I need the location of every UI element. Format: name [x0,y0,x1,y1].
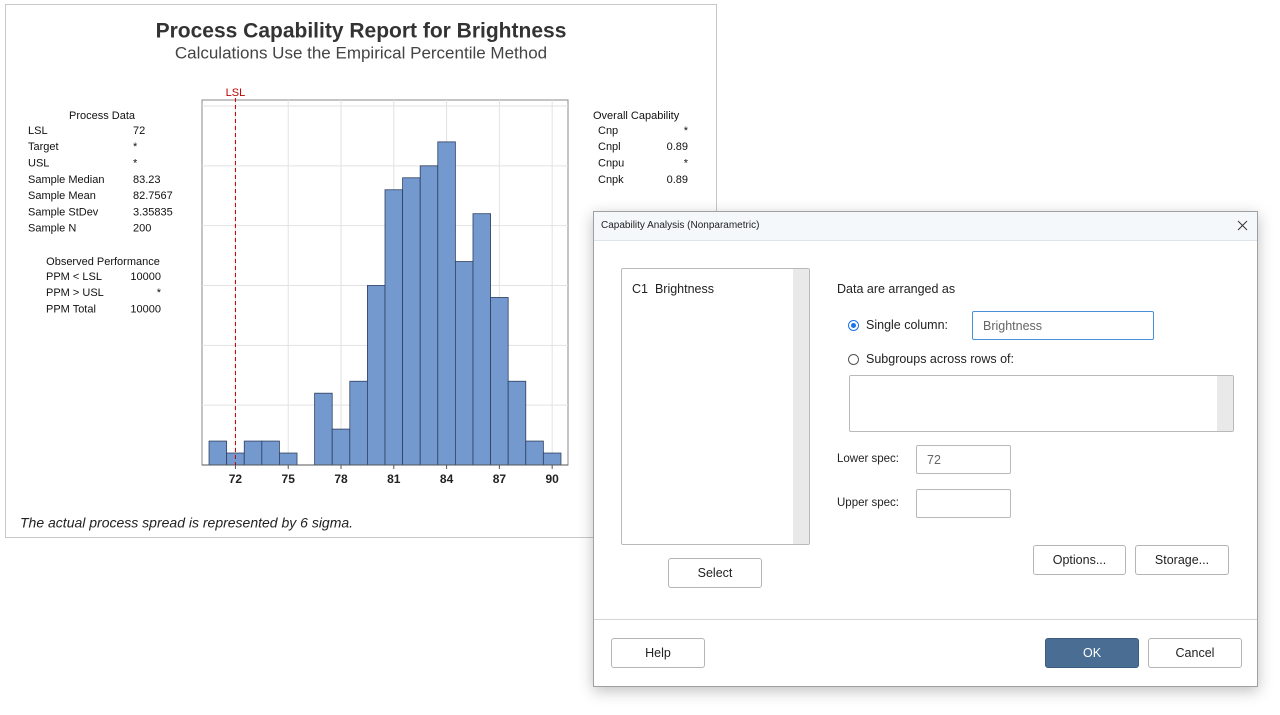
x-tick-label: 75 [282,472,296,486]
bar [542,452,562,466]
bar [419,165,439,466]
bar [384,189,403,466]
row-value: 3.35835 [133,206,173,218]
footnote: The actual process spread is represented… [20,515,353,531]
radio-single[interactable] [848,320,859,331]
bar [490,297,509,466]
label: Single column: [866,318,948,332]
lower-spec-input[interactable]: 72 [916,445,1011,474]
scrollbar[interactable] [1217,376,1233,431]
bar [402,177,421,466]
bar [331,428,351,466]
title-bar [594,212,1257,241]
row-label: Cnpu [598,158,624,170]
x-tick-label: 72 [229,472,243,486]
subgroups-input[interactable] [849,375,1234,432]
label: Subgroups across rows of: [866,352,1014,366]
reference-label: LSL [226,87,246,99]
row-value: 82.7567 [133,190,173,202]
x-tick-label: 84 [440,472,454,486]
row-value: 200 [133,223,151,235]
section-heading: Observed Performance [46,256,160,268]
dialog-title: Capability Analysis (Nonparametric) [601,220,760,231]
row-label: PPM > USL [46,287,104,299]
row-label: Cnpk [598,174,624,186]
row-label: Sample StDev [28,206,99,218]
report-title: Process Capability Report for Brightness [156,20,567,43]
x-tick-label: 87 [493,472,507,486]
bar [314,392,333,466]
label: Lower spec: [837,453,900,465]
row-label: Cnpl [598,141,621,153]
radio-subgroups[interactable] [848,354,859,365]
bar [349,380,368,466]
bar [454,261,474,466]
row-value: 83.23 [133,174,161,186]
select-button[interactable]: Select [668,558,762,588]
row-value: 0.89 [667,174,688,186]
row-label: LSL [28,125,48,137]
bar [472,213,491,466]
column-list: C1 Brightness [621,268,810,545]
bar [279,452,298,466]
scrollbar[interactable] [793,269,809,544]
column-id: C1 [632,282,648,296]
label: Upper spec: [837,497,900,509]
cancel-button[interactable]: Cancel [1148,638,1242,668]
row-label: USL [28,158,49,170]
row-value: 0.89 [667,141,688,153]
report-subtitle: Calculations Use the Empirical Percentil… [175,43,547,62]
storage-button[interactable]: Storage... [1135,545,1229,575]
label: Data are arranged as [837,282,956,296]
report: Process Capability Report for Brightness… [5,4,717,538]
row-label: PPM Total [46,304,96,316]
bar [507,380,527,466]
row-value: * [157,287,162,299]
row-value: * [133,141,138,153]
column-name: Brightness [654,282,714,296]
help-button[interactable]: Help [611,638,705,668]
bar [261,440,280,466]
bar [525,440,544,466]
upper-spec-input[interactable] [916,489,1011,518]
dialog: Capability Analysis (Nonparametric) C1 B… [593,211,1258,687]
row-value: * [133,158,138,170]
bar [437,141,456,466]
row-label: Cnp [598,125,618,137]
bar [208,440,228,466]
options-button[interactable]: Options... [1033,545,1126,575]
row-label: Target [28,141,59,153]
single-column-input[interactable]: Brightness [972,311,1154,340]
row-value: 10000 [130,271,161,283]
separator [594,619,1257,620]
row-value: * [684,125,689,137]
column-item[interactable]: C1 Brightness [632,282,714,296]
bar [367,285,386,466]
x-tick-label: 90 [545,472,559,486]
x-tick-label: 81 [387,472,401,486]
row-label: PPM < LSL [46,271,102,283]
row-label: Sample Mean [28,190,96,202]
row-value: 10000 [130,304,161,316]
section-heading: Overall Capability [593,110,680,122]
row-label: Sample Median [28,174,104,186]
row-value: * [684,158,689,170]
radio-dot [851,323,856,328]
row-label: Sample N [28,223,76,235]
ok-button[interactable]: OK [1045,638,1139,668]
section-heading: Process Data [69,110,136,122]
close-button[interactable] [1237,220,1248,231]
x-tick-label: 78 [334,472,348,486]
bar [243,440,263,466]
row-value: 72 [133,125,145,137]
